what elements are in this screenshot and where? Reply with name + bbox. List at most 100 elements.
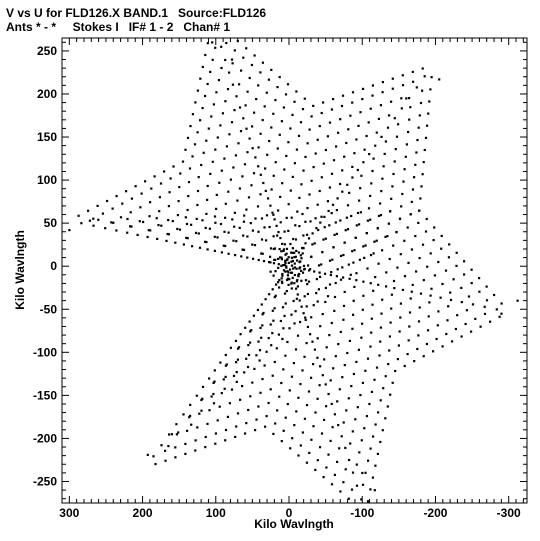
uv-point (340, 104, 344, 108)
uv-point (104, 227, 107, 230)
uv-point (334, 355, 337, 358)
uv-point (242, 248, 246, 251)
uv-point (126, 231, 129, 234)
uv-point (253, 244, 257, 247)
uv-point (140, 192, 143, 195)
uv-point (385, 271, 388, 274)
uv-point (267, 337, 270, 340)
uv-point (245, 357, 248, 360)
uv-point (306, 233, 309, 236)
uv-point (243, 163, 247, 166)
uv-point (246, 256, 249, 259)
uv-point (320, 111, 323, 115)
uv-point (351, 91, 355, 94)
uv-point (230, 388, 234, 391)
uv-point (324, 286, 327, 290)
uv-point (227, 252, 230, 255)
uv-point (235, 380, 238, 383)
uv-point (317, 288, 320, 291)
uv-point (323, 418, 326, 421)
uv-point (301, 369, 304, 372)
uv-point (206, 184, 209, 188)
uv-point (334, 221, 337, 224)
y-tick-label: -150 (33, 388, 57, 402)
uv-point (245, 127, 248, 130)
uv-point (328, 121, 332, 124)
uv-point (360, 174, 363, 177)
uv-point (201, 219, 204, 222)
uv-point (235, 240, 238, 243)
uv-point (333, 233, 336, 236)
uv-point (286, 277, 290, 280)
uv-point (419, 292, 423, 295)
uv-point (212, 392, 215, 396)
uv-point (282, 249, 285, 252)
uv-point (403, 239, 406, 242)
uv-point (379, 104, 382, 107)
uv-point (386, 126, 390, 129)
uv-point (471, 303, 475, 306)
uv-point (335, 275, 338, 278)
uv-point (335, 232, 338, 235)
y-tick-label: -100 (33, 345, 57, 359)
uv-point (214, 46, 217, 49)
uv-point (249, 341, 252, 344)
uv-point (182, 413, 185, 416)
uv-point (308, 128, 311, 131)
uv-point (186, 429, 189, 432)
uv-point (261, 324, 264, 327)
uv-point (485, 299, 489, 302)
uv-point (417, 221, 420, 224)
uv-point (269, 247, 273, 250)
uv-point (316, 356, 319, 359)
uv-point (149, 229, 152, 232)
uv-point (298, 299, 301, 302)
uv-point (267, 78, 270, 81)
uv-point (261, 378, 264, 381)
uv-point (439, 296, 442, 299)
uv-point (324, 383, 327, 386)
uv-point (405, 97, 408, 100)
uv-point (371, 303, 374, 306)
uv-point (388, 114, 391, 117)
uv-point (256, 205, 260, 208)
uv-point (191, 245, 194, 248)
uv-point (308, 451, 311, 454)
uv-point (130, 197, 133, 200)
uv-point (209, 70, 212, 73)
uv-point (285, 247, 288, 250)
uv-point (428, 301, 431, 304)
uv-point (255, 98, 258, 101)
uv-point (201, 107, 204, 110)
uv-point (275, 224, 278, 227)
uv-point (310, 115, 313, 118)
uv-point (236, 358, 239, 361)
uv-point (375, 131, 378, 134)
uv-point (279, 256, 282, 259)
uv-point (242, 220, 245, 223)
uv-point (187, 181, 191, 184)
uv-point (296, 278, 299, 282)
uv-point (238, 187, 241, 190)
uv-point (421, 67, 424, 70)
uv-point (267, 401, 270, 405)
uv-point (371, 84, 374, 87)
uv-point (305, 305, 308, 308)
x-tick-label: -100 (350, 506, 374, 520)
uv-point (290, 375, 293, 378)
uv-point (310, 255, 313, 258)
uv-point (342, 318, 345, 321)
uv-point (265, 91, 268, 94)
uv-point (352, 261, 355, 264)
uv-point (142, 220, 145, 224)
uv-point (500, 302, 503, 305)
uv-point (277, 209, 280, 212)
uv-point (220, 392, 223, 395)
uv-point (276, 409, 279, 412)
uv-point (171, 220, 174, 223)
uv-point (208, 409, 211, 412)
uv-point (370, 331, 373, 334)
y-tick-label: 150 (37, 130, 57, 144)
uv-point (245, 208, 248, 211)
uv-point (272, 174, 275, 177)
